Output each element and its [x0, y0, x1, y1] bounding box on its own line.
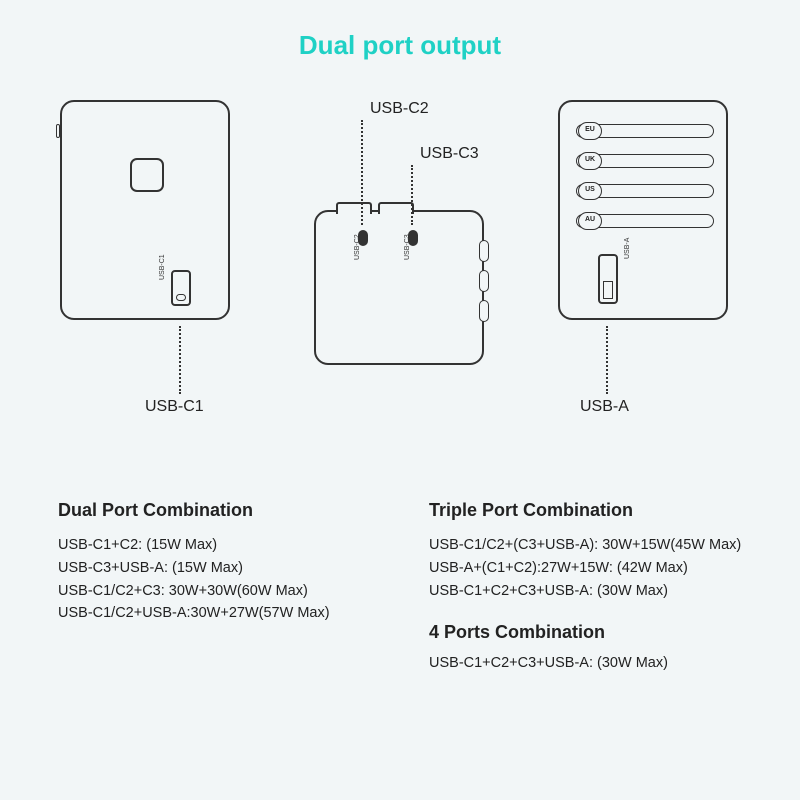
usb-c1-oval [176, 294, 186, 301]
slider-knob-au: AU [578, 212, 602, 230]
col-dual: Dual Port Combination USB-C1+C2: (15W Ma… [58, 500, 377, 676]
usb-a-inner [603, 281, 613, 299]
triple-line: USB-C1+C2+C3+USB-A: (30W Max) [429, 581, 748, 603]
device-middle: USB-C2 USB-C3 [314, 210, 484, 365]
four-heading: 4 Ports Combination [429, 622, 748, 643]
dual-line: USB-C3+USB-A: (15W Max) [58, 558, 377, 580]
callout-c3-line [411, 165, 413, 225]
device-left: USB-C1 [60, 100, 230, 320]
callout-c2-line [361, 120, 363, 225]
slider-knob-us: US [578, 182, 602, 200]
side-cylinder [479, 300, 489, 322]
triple-line: USB-A+(C1+C2):27W+15W: (42W Max) [429, 558, 748, 580]
dual-line: USB-C1/C2+C3: 30W+30W(60W Max) [58, 581, 377, 603]
mid-top-slot-a [336, 202, 372, 214]
slider-knob-uk: UK [578, 152, 602, 170]
diagram-area: USB-C1 USB-C1 USB-C2 USB-C3 USB-C2 USB-C… [0, 80, 800, 480]
usb-c1-tinylabel: USB-C1 [159, 254, 166, 280]
page-title: Dual port output [0, 0, 800, 61]
four-line: USB-C1+C2+C3+USB-A: (30W Max) [429, 653, 748, 675]
device-right: EU UK US AU USB-A [558, 100, 728, 320]
side-cylinder [479, 240, 489, 262]
usb-c3-tinylabel: USB-C3 [404, 234, 411, 260]
dual-line: USB-C1+C2: (15W Max) [58, 535, 377, 557]
mid-top-slot-b [378, 202, 414, 214]
text-columns: Dual Port Combination USB-C1+C2: (15W Ma… [58, 500, 748, 676]
side-notch [56, 124, 60, 138]
callout-c1-label: USB-C1 [145, 398, 204, 416]
callout-c1-line [179, 326, 181, 394]
triple-heading: Triple Port Combination [429, 500, 748, 521]
slider-knob-eu: EU [578, 122, 602, 140]
callout-c3-label: USB-C3 [420, 145, 479, 163]
device-left-square [130, 158, 164, 192]
callout-c2-label: USB-C2 [370, 100, 429, 118]
callout-a-line [606, 326, 608, 394]
col-triple-four: Triple Port Combination USB-C1/C2+(C3+US… [429, 500, 748, 676]
dual-heading: Dual Port Combination [58, 500, 377, 521]
triple-line: USB-C1/C2+(C3+USB-A): 30W+15W(45W Max) [429, 535, 748, 557]
usb-c2-tinylabel: USB-C2 [354, 234, 361, 260]
dual-line: USB-C1/C2+USB-A:30W+27W(57W Max) [58, 603, 377, 625]
side-cylinder [479, 270, 489, 292]
usb-a-tinylabel: USB-A [624, 238, 631, 259]
callout-a-label: USB-A [580, 398, 629, 416]
